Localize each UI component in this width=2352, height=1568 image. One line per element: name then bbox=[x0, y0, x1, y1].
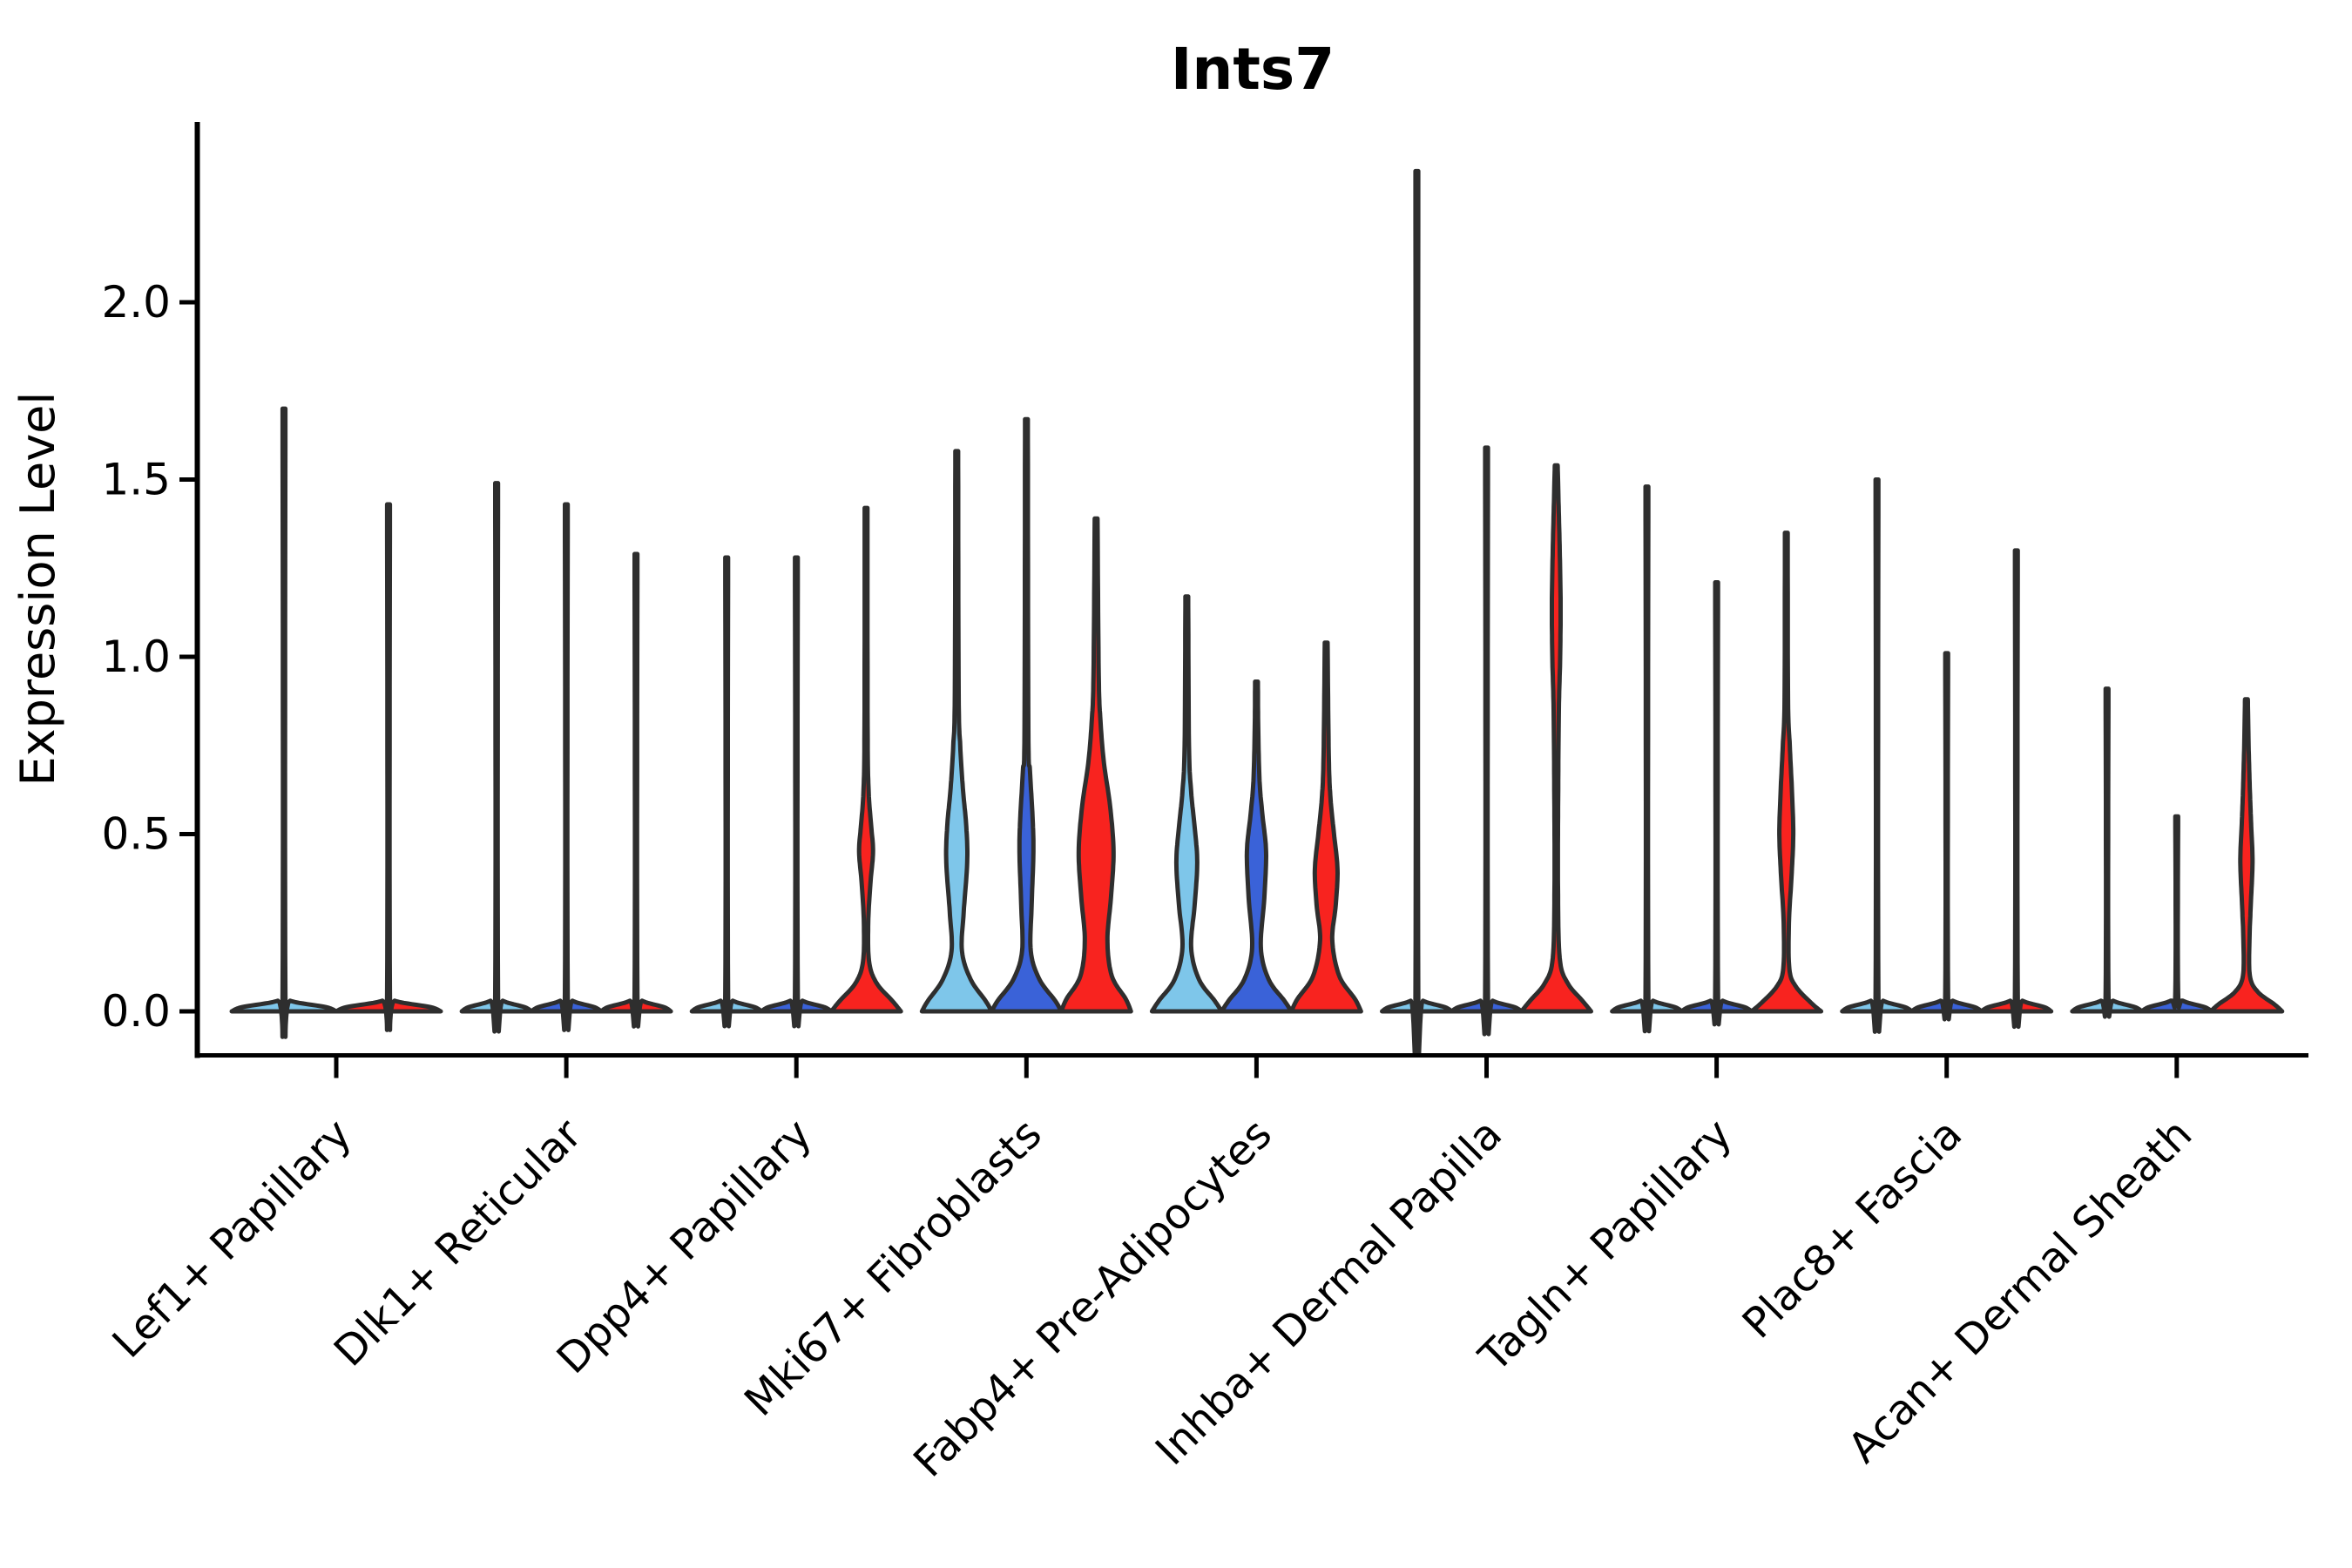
x-tick-label: Dlk1+ Reticular bbox=[325, 1110, 591, 1376]
y-tick-label: 2.0 bbox=[101, 277, 171, 328]
violin bbox=[1450, 445, 1524, 1037]
violin bbox=[1058, 516, 1133, 1014]
y-axis-label: Expression Level bbox=[10, 392, 65, 787]
violin bbox=[1749, 531, 1824, 1014]
violin bbox=[2070, 686, 2145, 1019]
x-tick-label: Lef1+ Papillary bbox=[104, 1110, 362, 1368]
x-tick-label: Plac8+ Fascia bbox=[1734, 1110, 1972, 1348]
violin bbox=[828, 505, 903, 1014]
violins-layer bbox=[229, 168, 2285, 1057]
violin bbox=[1680, 580, 1754, 1027]
violin bbox=[459, 481, 534, 1034]
violin bbox=[989, 416, 1064, 1014]
violin bbox=[2139, 814, 2214, 1014]
violin bbox=[1219, 679, 1294, 1014]
chart-title: Ints7 bbox=[1171, 36, 1335, 103]
violin bbox=[2208, 697, 2285, 1014]
violin bbox=[1979, 548, 2054, 1030]
violin bbox=[334, 502, 443, 1032]
violin bbox=[529, 502, 604, 1032]
x-tick-label: Tagln+ Papillary bbox=[1470, 1110, 1741, 1382]
violin bbox=[598, 551, 673, 1029]
y-tick-label: 0.0 bbox=[101, 986, 171, 1037]
y-tick-label: 1.5 bbox=[101, 455, 171, 505]
violin bbox=[1380, 168, 1454, 1057]
violin bbox=[1519, 463, 1593, 1014]
violin bbox=[919, 449, 994, 1014]
violin bbox=[1610, 484, 1685, 1034]
violin bbox=[1909, 651, 1984, 1022]
x-tick-label: Dpp4+ Papillary bbox=[548, 1110, 821, 1383]
violin bbox=[1288, 640, 1363, 1014]
violin bbox=[759, 555, 834, 1029]
violin bbox=[1149, 594, 1224, 1014]
y-tick-label: 0.5 bbox=[101, 809, 171, 860]
violin bbox=[689, 555, 764, 1029]
violin bbox=[1840, 477, 1915, 1034]
violin bbox=[229, 406, 339, 1039]
y-tick-label: 1.0 bbox=[101, 632, 171, 682]
